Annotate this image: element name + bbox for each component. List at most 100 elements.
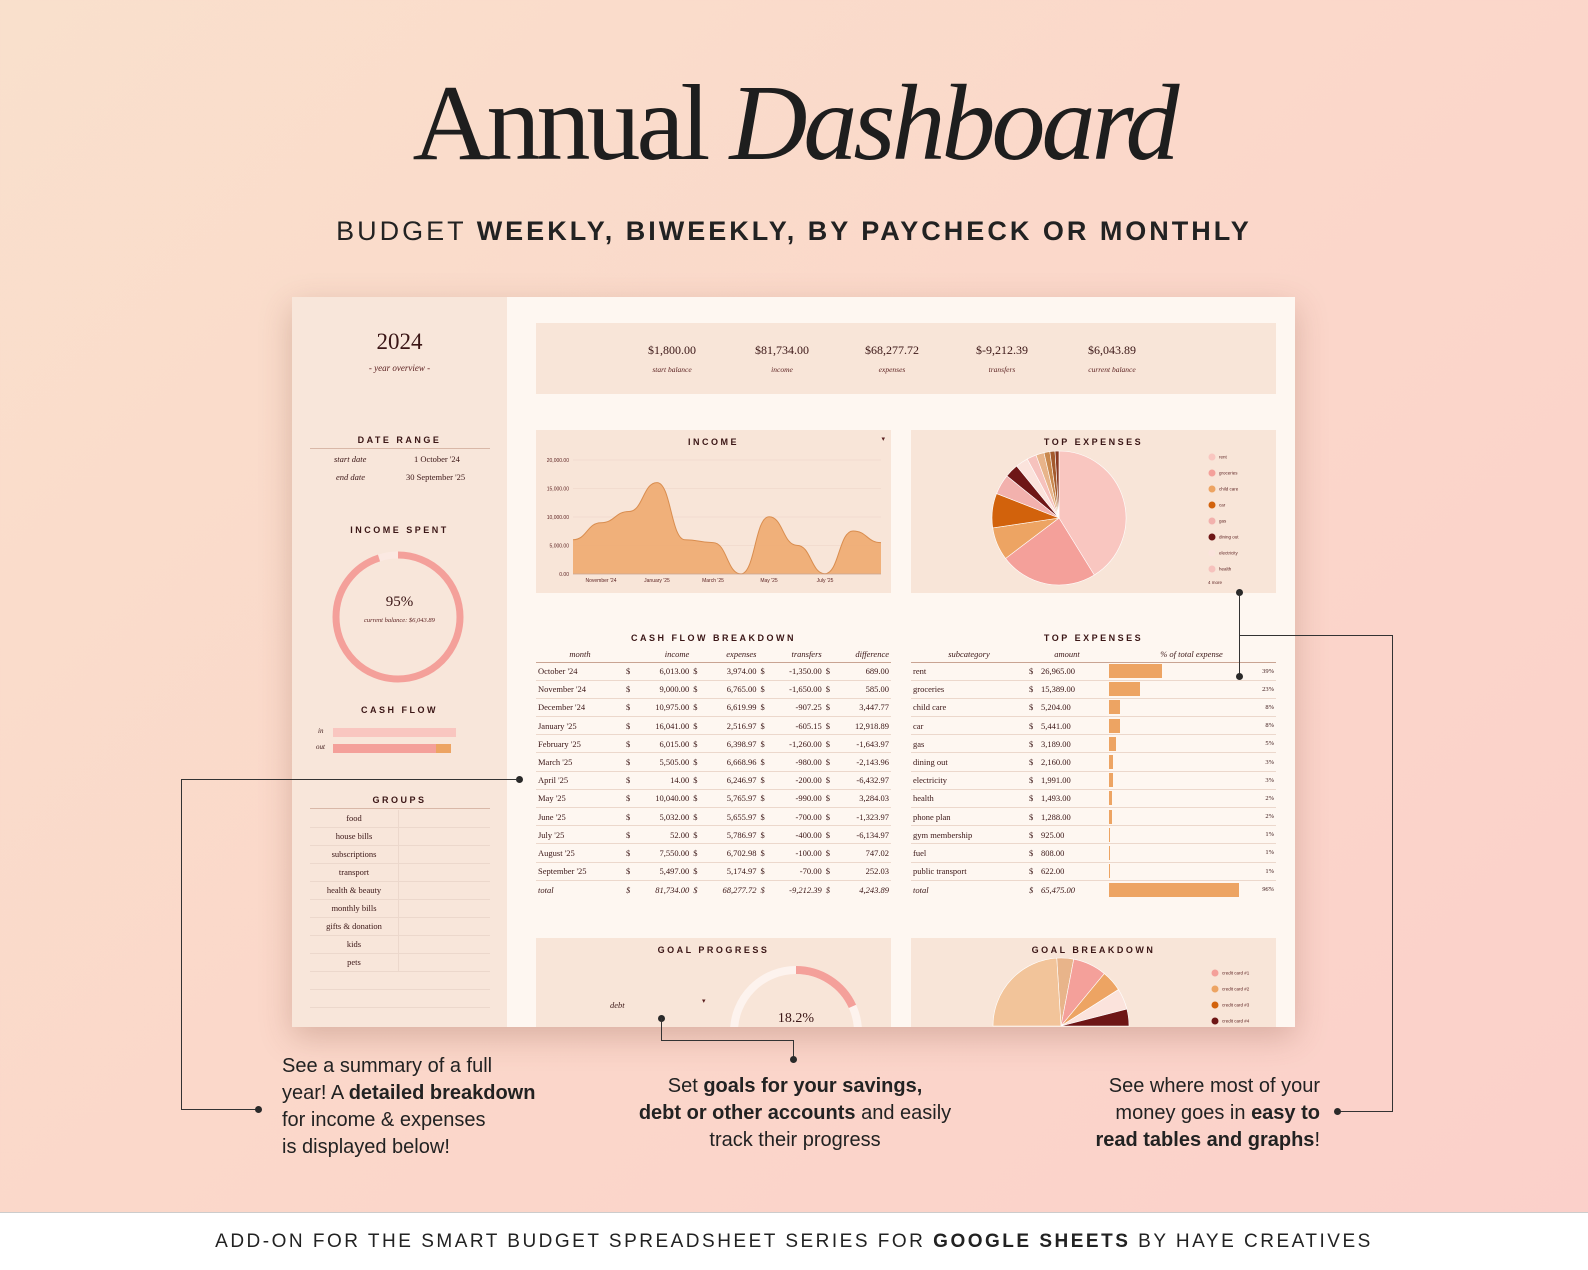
te-bar [1109, 718, 1120, 733]
callout-mid-line3: track their progress [709, 1129, 881, 1151]
te-pct: 23% [1247, 680, 1276, 699]
callout-dot-left [255, 1106, 262, 1113]
legend-more[interactable]: 4 more [1208, 580, 1223, 585]
cf-currency: $ [758, 680, 771, 699]
y-tick-label: 15,000.00 [547, 487, 569, 493]
cash-flow-breakdown-title: CASH FLOW BREAKDOWN [631, 633, 796, 643]
te-col-subcategory: subcategory [911, 646, 1027, 663]
group-divider [398, 900, 399, 918]
group-row [310, 864, 490, 882]
x-tick-label: November '24 [586, 578, 617, 584]
top-expenses-pie-title: TOP EXPENSES [1043, 437, 1144, 447]
income-line [572, 482, 882, 575]
cf-cell: 5,786.97 [703, 825, 759, 845]
cf-cell: 252.03 [835, 862, 891, 881]
cf-cell: 6,015.00 [636, 734, 692, 754]
groups-title: GROUPS [372, 795, 427, 805]
cf-cell: 747.02 [835, 843, 891, 863]
table-row: August '25 $7,550.00 $6,702.98 $ -100.00 $747… [536, 843, 891, 863]
te-bar [1109, 845, 1110, 860]
cf-month: February '25 [536, 734, 624, 754]
te-subcategory: public transport [911, 862, 1027, 881]
cf-currency: $ [624, 807, 636, 827]
start-date-label: start date [334, 454, 367, 464]
goal-selector[interactable]: debt [610, 1000, 625, 1010]
te-amount: 5,204.00 [1039, 698, 1107, 718]
cf-currency: $ [691, 662, 704, 681]
cf-cell: 5,497.00 [636, 862, 692, 881]
hero-title-regular: Annual [412, 64, 711, 183]
cf-cell: -990.00 [770, 789, 824, 809]
cf-currency: $ [691, 680, 704, 699]
te-bar [1109, 809, 1112, 824]
cf-cell: 6,013.00 [636, 662, 692, 681]
cf-cell: 52.00 [636, 825, 692, 845]
te-currency: $ [1027, 680, 1039, 699]
group-row-empty [310, 972, 490, 990]
callout-left-line3: for income & expenses [282, 1109, 486, 1131]
cf-currency: $ [624, 716, 636, 736]
start-date-value[interactable]: 1 October '24 [414, 454, 460, 464]
cash-flow-title: CASH FLOW [361, 705, 438, 715]
group-divider [398, 846, 399, 864]
table-row: total $81,734.00 $68,277.72 $ -9,212.39 $4,24… [536, 880, 891, 898]
cf-cell: -400.00 [770, 825, 824, 845]
table-row: groceries $15,389.00 23% [911, 680, 1276, 699]
cf-cell: 6,398.97 [703, 734, 759, 754]
end-date-value[interactable]: 30 September '25 [406, 472, 466, 482]
cf-cell: 5,505.00 [636, 752, 692, 772]
cf-currency: $ [758, 807, 771, 827]
callout-middle: Set goals for your savings, debt or othe… [600, 1073, 990, 1154]
cf-cell: 5,032.00 [636, 807, 692, 827]
cf-cell: -907.25 [770, 698, 824, 718]
te-subcategory: electricity [911, 771, 1027, 790]
cf-cell: -200.00 [770, 771, 824, 790]
goal-legend-swatch [1211, 985, 1219, 993]
cf-cell: 5,655.97 [703, 807, 759, 827]
table-row: health $1,493.00 2% [911, 789, 1276, 809]
goal-caret-down-icon[interactable]: ▾ [702, 998, 706, 1005]
te-currency: $ [1027, 771, 1039, 790]
callout-mid-post: and easily [855, 1102, 952, 1124]
callout-dot-mid [790, 1056, 797, 1063]
x-tick-label: July '25 [817, 578, 834, 584]
cf-currency: $ [823, 662, 836, 681]
legend-label: groceries [1219, 471, 1238, 476]
cf-currency: $ [823, 771, 836, 790]
callout-right-pre: money goes in [1115, 1102, 1252, 1124]
cash-flow-out-bar [333, 744, 436, 753]
te-subcategory: fuel [911, 843, 1027, 863]
table-row: dining out $2,160.00 3% [911, 752, 1276, 772]
cf-cell: 3,974.00 [703, 662, 759, 681]
group-item: house bills [335, 831, 373, 841]
callout-right-post: ! [1314, 1129, 1320, 1151]
sidebar: 2024 - year overview - DATE RANGE start … [292, 297, 507, 1027]
table-row: March '25 $5,505.00 $6,668.96 $ -980.00 $ -2,1… [536, 752, 891, 772]
cf-currency: $ [691, 789, 704, 809]
goal-legend-label: credit card #4 [1222, 1019, 1250, 1024]
legend-swatch [1208, 453, 1216, 461]
te-currency: $ [1027, 752, 1039, 772]
te-pct: 3% [1247, 752, 1276, 772]
callout-left: See a summary of a full year! A detailed… [282, 1053, 582, 1161]
te-bar [1109, 882, 1239, 897]
cf-month: July '25 [536, 825, 624, 845]
callout-mid-pre: Set [667, 1075, 704, 1097]
kpi-value: $81,734.00 [755, 343, 809, 357]
group-item: gifts & donation [326, 921, 382, 931]
cf-cell: -100.00 [770, 843, 824, 863]
cf-month: November '24 [536, 680, 624, 699]
income-spent-pct: 95% [385, 594, 414, 610]
cf-currency: $ [624, 662, 636, 681]
caret-down-icon[interactable]: ▾ [881, 436, 885, 443]
cf-currency: $ [823, 825, 836, 845]
te-bar [1109, 682, 1140, 697]
cf-cell: 68,277.72 [722, 884, 757, 895]
te-pct: 8% [1247, 698, 1276, 718]
cf-currency: $ [758, 771, 771, 790]
legend-label: child care [1219, 487, 1239, 492]
te-pct: 96% [1262, 886, 1274, 894]
te-bar [1109, 864, 1110, 879]
group-row [310, 882, 490, 900]
top-expenses-table: subcategory amount% of total expense rent $… [911, 646, 1276, 898]
